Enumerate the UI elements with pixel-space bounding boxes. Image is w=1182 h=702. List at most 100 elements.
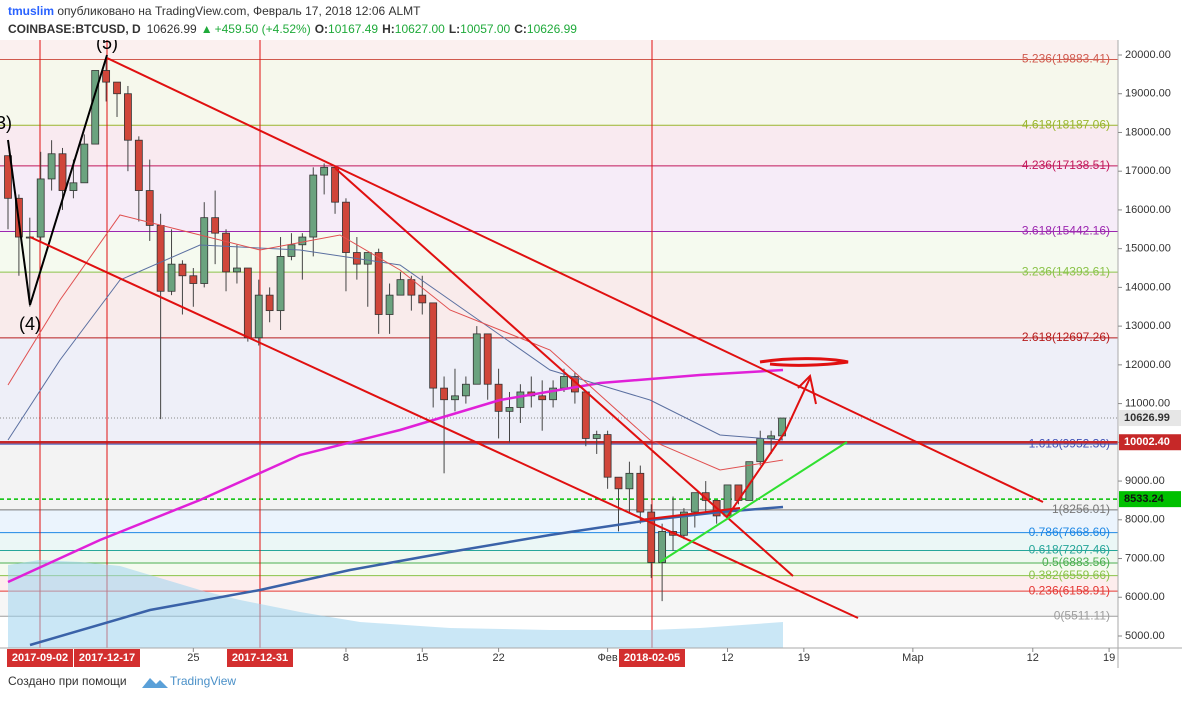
candle-body bbox=[102, 70, 111, 83]
candle-body bbox=[233, 267, 241, 273]
marker-label-box bbox=[7, 649, 73, 667]
h-label: H: bbox=[382, 22, 395, 36]
fib-label: 0.5(6883.56) bbox=[1042, 555, 1110, 569]
y-tick-label: 11000.00 bbox=[1125, 397, 1170, 409]
x-tick-label: 25 bbox=[187, 652, 199, 664]
price-label-box bbox=[1119, 491, 1181, 508]
x-tick-label: 19 bbox=[1103, 652, 1115, 664]
candle-body bbox=[363, 252, 372, 265]
candles bbox=[4, 59, 786, 602]
candle-body bbox=[276, 256, 285, 312]
candle-body bbox=[680, 511, 688, 536]
ma-red bbox=[7, 214, 784, 471]
y-tick-label: 14000.00 bbox=[1125, 281, 1171, 293]
candle-body bbox=[145, 190, 154, 226]
support-line bbox=[659, 441, 848, 563]
y-tick-label: 20000.00 bbox=[1125, 49, 1171, 61]
candle-body bbox=[407, 279, 416, 296]
candle-body bbox=[690, 492, 699, 513]
forecast-arrow bbox=[726, 377, 811, 518]
candle-body bbox=[549, 387, 557, 401]
x-tick-label: 12 bbox=[1027, 652, 1039, 664]
fib-label: 0.382(6559.66) bbox=[1029, 568, 1110, 582]
candle-body bbox=[167, 263, 176, 292]
candle-body bbox=[265, 294, 274, 312]
price-label: 10002.40 bbox=[1124, 436, 1170, 448]
y-tick-label: 16000.00 bbox=[1125, 204, 1171, 216]
y-tick-label: 8000.00 bbox=[1125, 514, 1165, 526]
fib-label: 0.618(7207.46) bbox=[1029, 543, 1110, 557]
fib-label: 1(8256.01) bbox=[1052, 502, 1110, 516]
trend-line bbox=[106, 57, 1044, 503]
marker-label-box bbox=[227, 649, 293, 667]
price-label-box bbox=[1119, 410, 1181, 427]
l: 10057.00 bbox=[460, 22, 510, 36]
candle-body bbox=[309, 174, 318, 238]
candle-body bbox=[767, 435, 776, 439]
fib-label: 3.618(15442.16) bbox=[1022, 224, 1110, 238]
candle-body bbox=[625, 472, 634, 490]
candle-body bbox=[222, 232, 230, 273]
ma-blue bbox=[7, 244, 784, 441]
candle-body bbox=[243, 267, 252, 339]
fib-label: 4.236(17138.51) bbox=[1022, 158, 1110, 172]
candle-body bbox=[124, 93, 132, 141]
candle-body bbox=[374, 252, 383, 315]
axes: 20000.00 19000.00 18000.00 17000.00 16000.00… bbox=[7, 49, 1181, 667]
x-tick-label: 15 bbox=[416, 652, 428, 664]
fib-band bbox=[0, 272, 1118, 338]
fib-bands bbox=[0, 40, 1118, 617]
candle-body bbox=[113, 81, 121, 95]
candle-body bbox=[331, 166, 339, 203]
c: 10626.99 bbox=[527, 22, 577, 36]
candle-body bbox=[592, 434, 601, 439]
fib-band bbox=[0, 231, 1118, 273]
wave-label: (5) bbox=[96, 33, 118, 53]
trend-line bbox=[334, 167, 794, 577]
price-label: 8533.24 bbox=[1124, 493, 1165, 505]
drawings bbox=[7, 54, 1044, 648]
h: 10627.00 bbox=[395, 22, 445, 36]
trend-line bbox=[639, 507, 741, 521]
y-tick-label: 5000.00 bbox=[1125, 630, 1165, 642]
footer-brand[interactable]: TradingView bbox=[170, 674, 236, 688]
y-tick-label: 12000.00 bbox=[1125, 359, 1171, 371]
x-tick-label: Фев bbox=[597, 652, 617, 664]
change: +459.50 (+4.52%) bbox=[215, 22, 311, 36]
candle-body bbox=[298, 236, 307, 246]
y-tick-label: 13000.00 bbox=[1125, 320, 1171, 332]
fib-band bbox=[0, 40, 1118, 60]
x-tick-label: Мар bbox=[902, 652, 924, 664]
marker-label-box bbox=[619, 649, 685, 667]
published: опубликовано на TradingView.com, Февраль… bbox=[54, 4, 421, 18]
fib-label: 0.786(7668.60) bbox=[1029, 525, 1110, 539]
price-axis bbox=[1118, 40, 1182, 668]
candle-body bbox=[91, 70, 100, 145]
y-tick-label: 6000.00 bbox=[1125, 591, 1165, 603]
fib-label: 3.236(14393.61) bbox=[1022, 264, 1110, 278]
candle-body bbox=[472, 333, 481, 385]
symbol: COINBASE:BTCUSD, D bbox=[8, 22, 141, 36]
y-tick-label: 15000.00 bbox=[1125, 243, 1171, 255]
fib-band bbox=[0, 125, 1118, 166]
candle-body bbox=[189, 275, 198, 284]
fib-label: 2.618(12697.26) bbox=[1022, 330, 1110, 344]
ma-long bbox=[29, 505, 784, 647]
candle-body bbox=[461, 383, 470, 397]
c-label: C: bbox=[514, 22, 527, 36]
fib-label: 5.236(19883.41) bbox=[1022, 52, 1110, 66]
candle-body bbox=[4, 155, 12, 199]
y-tick-label: 17000.00 bbox=[1125, 165, 1171, 177]
trend-line bbox=[29, 236, 859, 619]
candle-body bbox=[614, 476, 623, 490]
fib-band bbox=[0, 165, 1118, 232]
x-tick-label: 19 bbox=[798, 652, 810, 664]
candle-body bbox=[418, 294, 427, 304]
fib-band bbox=[0, 563, 1118, 576]
candle-body bbox=[385, 294, 394, 315]
candle-body bbox=[178, 263, 187, 277]
fib-band bbox=[0, 444, 1118, 510]
candle-body bbox=[494, 383, 503, 412]
